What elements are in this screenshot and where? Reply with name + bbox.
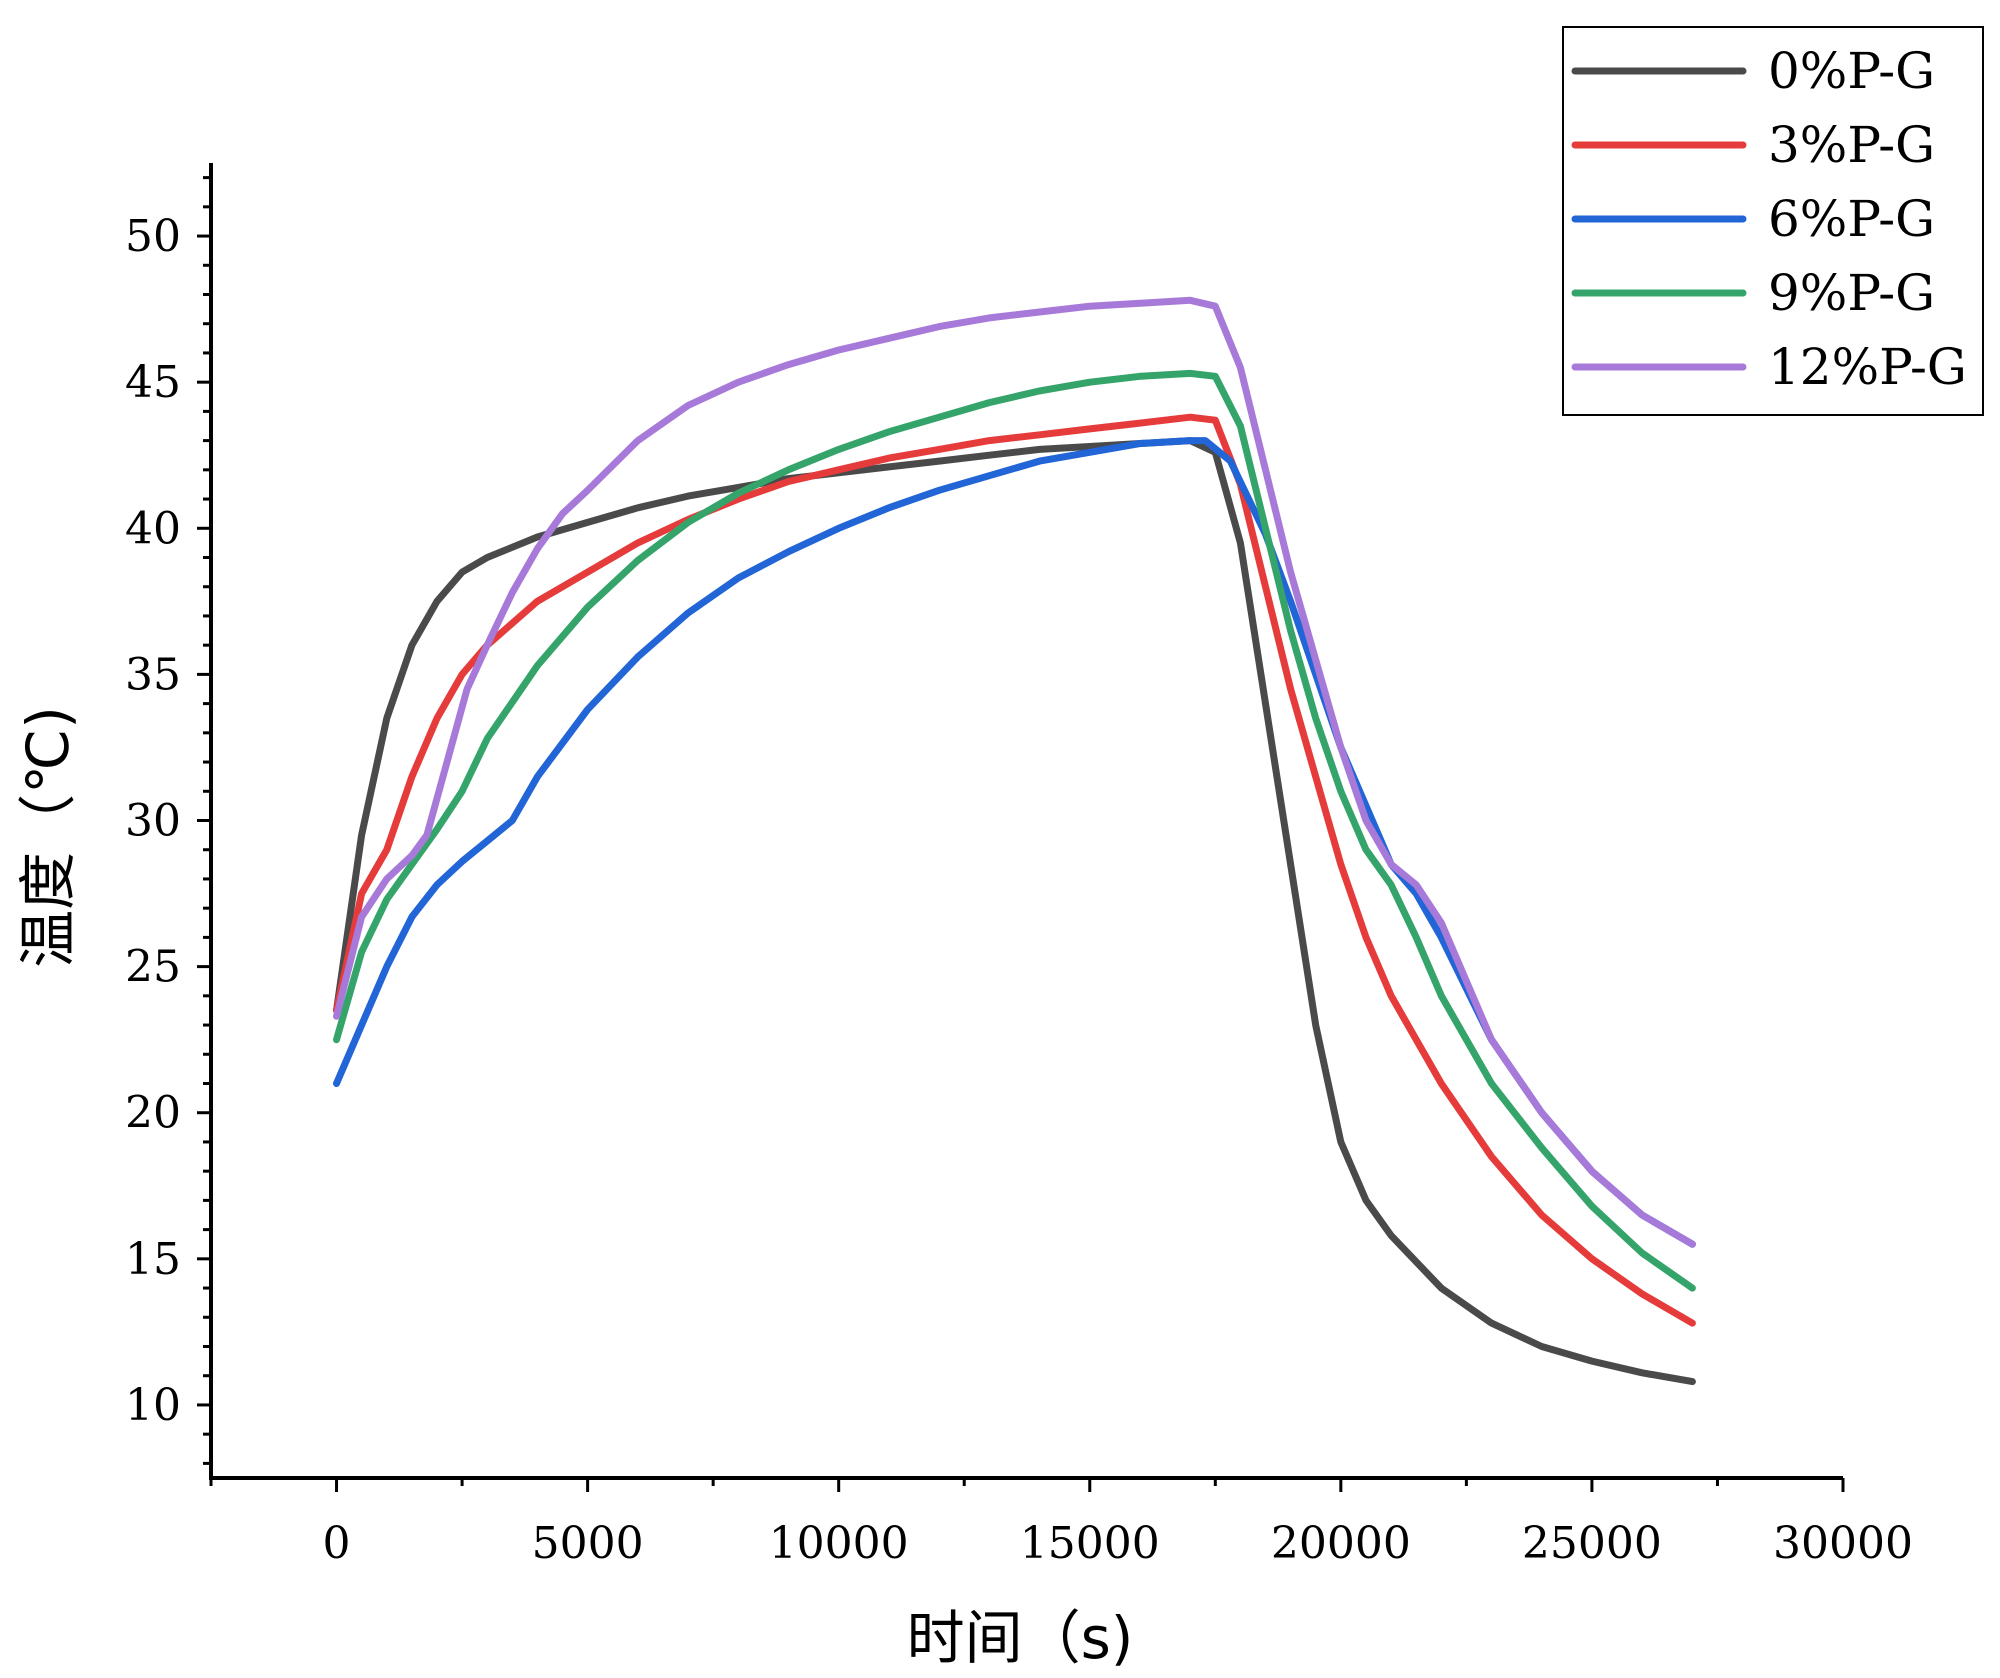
y-tick-label: 50 bbox=[125, 211, 181, 262]
y-tick-label: 40 bbox=[125, 503, 181, 554]
series-layer bbox=[333, 296, 1696, 1386]
y-tick-label: 45 bbox=[125, 357, 181, 408]
x-tick-label: 15000 bbox=[1020, 1518, 1160, 1569]
legend-label: 9%P-G bbox=[1768, 264, 1935, 322]
y-tick-label: 35 bbox=[125, 649, 181, 700]
series-line-4 bbox=[333, 296, 1696, 1248]
x-tick-label: 5000 bbox=[532, 1518, 644, 1569]
x-tick-label: 0 bbox=[323, 1518, 351, 1569]
x-tick-label: 25000 bbox=[1522, 1518, 1662, 1569]
y-tick-label: 30 bbox=[125, 796, 181, 847]
y-tick-label: 25 bbox=[125, 942, 181, 993]
x-axis-title: 时间（s) bbox=[907, 1604, 1134, 1672]
legend-label: 3%P-G bbox=[1768, 116, 1935, 174]
x-tick-label: 30000 bbox=[1773, 1518, 1913, 1569]
y-tick-label: 10 bbox=[125, 1380, 181, 1431]
series-line-1 bbox=[333, 413, 1696, 1327]
axes-layer: 10 15 20 25 30 35 40 45 50 0 5000 10000 15000 20000 25… bbox=[125, 163, 1913, 1569]
series-line-3 bbox=[333, 369, 1696, 1292]
legend-label: 6%P-G bbox=[1768, 190, 1935, 248]
y-axis-title: 温度（℃) bbox=[14, 706, 82, 968]
x-tick-label: 10000 bbox=[769, 1518, 909, 1569]
y-tick-label: 20 bbox=[125, 1088, 181, 1139]
legend-label: 0%P-G bbox=[1768, 42, 1935, 100]
series-line-0 bbox=[333, 437, 1696, 1386]
legend-label: 12%P-G bbox=[1768, 338, 1967, 396]
legend: 0%P-G 3%P-G 6%P-G 9%P-G 12%P-G bbox=[1562, 26, 1984, 416]
series-line-2 bbox=[333, 437, 1696, 1248]
y-tick-label: 15 bbox=[125, 1234, 181, 1285]
x-tick-label: 20000 bbox=[1271, 1518, 1411, 1569]
